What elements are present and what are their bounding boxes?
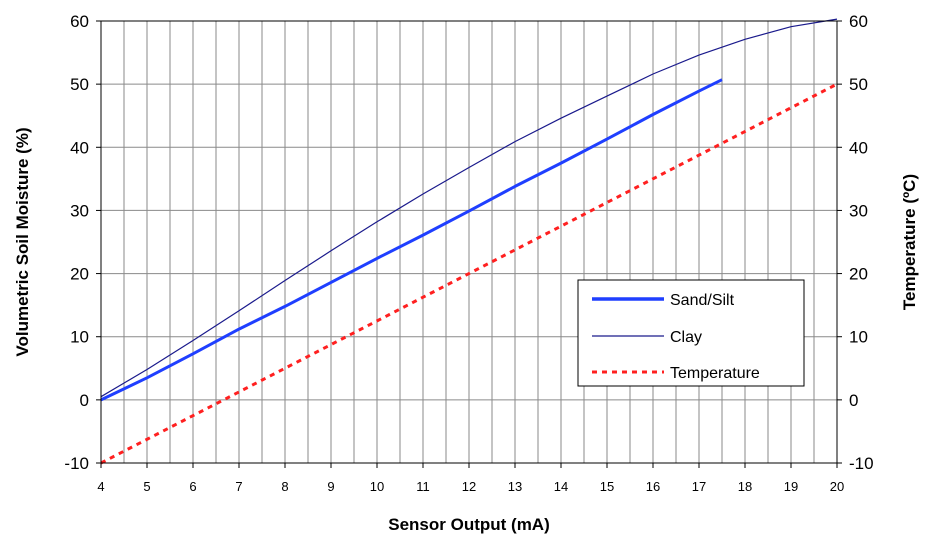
y-tick-label-right: 0 <box>849 391 858 410</box>
x-tick-label: 17 <box>692 479 706 494</box>
x-tick-label: 13 <box>508 479 522 494</box>
tick-labels: 4 5 6 7 8 9 10 11 12 13 14 15 16 17 18 19 20 -10 0 10 20 30 40… <box>64 12 873 494</box>
x-tick-label: 8 <box>281 479 288 494</box>
x-tick-label: 16 <box>646 479 660 494</box>
grid <box>101 21 837 463</box>
y-tick-label-right: 10 <box>849 328 868 347</box>
x-tick-label: 15 <box>600 479 614 494</box>
y-axis-title-right: Temperature (ºC) <box>900 174 919 310</box>
x-tick-label: 10 <box>370 479 384 494</box>
y-tick-label-left: 50 <box>70 75 89 94</box>
series-line-clay <box>100 18 838 398</box>
series-line-sand-silt <box>100 78 723 402</box>
series-layer <box>100 18 838 465</box>
y-tick-label-left: 40 <box>70 138 89 157</box>
x-tick-label: 18 <box>738 479 752 494</box>
legend: Sand/Silt Clay Temperature <box>577 279 805 387</box>
y-tick-label-right: 30 <box>849 201 868 220</box>
y-tick-label-right: -10 <box>849 454 874 473</box>
x-tick-label: 4 <box>97 479 104 494</box>
x-tick-label: 6 <box>189 479 196 494</box>
legend-label-sand-silt: Sand/Silt <box>670 292 735 309</box>
y-tick-label-left: 60 <box>70 12 89 31</box>
series-line-temperature <box>100 82 838 465</box>
y-axis-title-left: Volumetric Soil Moisture (%) <box>13 127 32 356</box>
x-tick-label: 11 <box>416 479 430 494</box>
y-tick-label-right: 50 <box>849 75 868 94</box>
x-tick-label: 19 <box>784 479 798 494</box>
y-tick-label-left: -10 <box>64 454 89 473</box>
y-tick-label-left: 0 <box>80 391 89 410</box>
legend-label-temperature: Temperature <box>670 365 760 382</box>
x-tick-label: 14 <box>554 479 568 494</box>
y-tick-label-right: 20 <box>849 265 868 284</box>
y-tick-label-left: 10 <box>70 328 89 347</box>
y-tick-label-left: 20 <box>70 265 89 284</box>
x-tick-label: 5 <box>143 479 150 494</box>
y-tick-label-right: 60 <box>849 12 868 31</box>
x-axis-title: Sensor Output (mA) <box>388 515 550 534</box>
x-tick-label: 20 <box>830 479 844 494</box>
x-tick-label: 9 <box>327 479 334 494</box>
y-tick-label-left: 30 <box>70 201 89 220</box>
x-tick-label: 7 <box>235 479 242 494</box>
x-tick-label: 12 <box>462 479 476 494</box>
legend-label-clay: Clay <box>670 329 702 346</box>
y-tick-label-right: 40 <box>849 138 868 157</box>
